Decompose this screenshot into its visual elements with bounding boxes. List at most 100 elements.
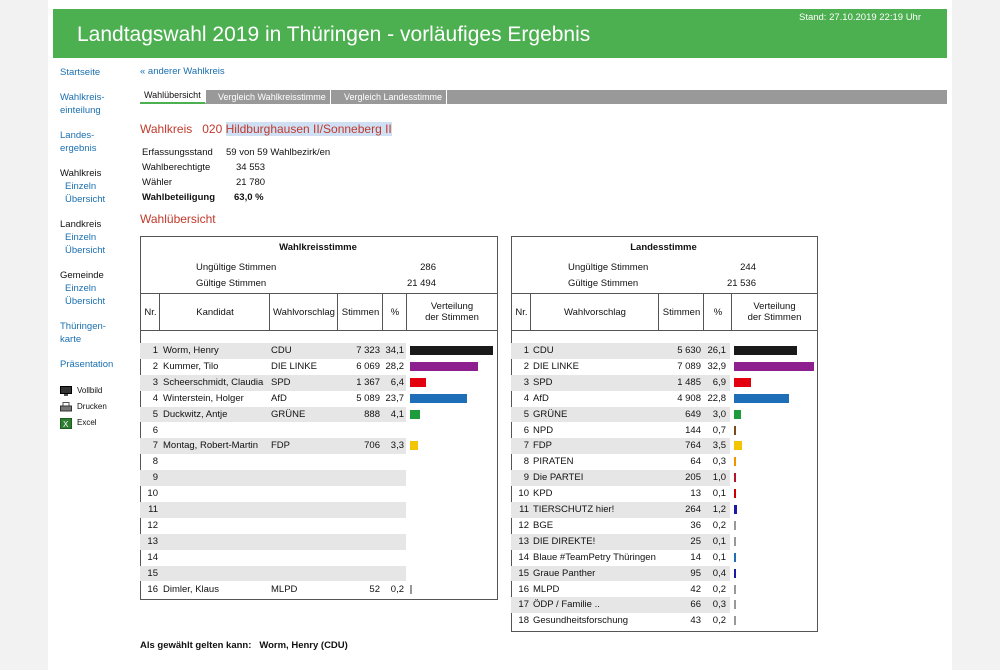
tab-vergleich-landesstimme[interactable]: Vergleich Landesstimme [340, 90, 448, 104]
right-bar-7 [734, 441, 743, 451]
right-cell-pct: 1,0 [712, 472, 726, 484]
left-header-wahlvorschlag: Wahlvorschlag [269, 293, 339, 331]
header-bar: Landtagswahl 2019 in Thüringen - vorläuf… [53, 9, 947, 58]
tab-wahluebersicht[interactable]: Wahlübersicht [140, 88, 206, 104]
stand-timestamp: Stand: 27.10.2019 22:19 Uhr [798, 12, 921, 23]
left-table-row: 4 Winterstein, Holger AfD 5 089 23,7 [140, 391, 406, 407]
left-cell-pct: 28,2 [385, 360, 405, 372]
left-table-row: 8 [140, 454, 406, 470]
nav-landesergebnis[interactable]: Landes- ergebnis [60, 129, 140, 155]
nav-praesentation[interactable]: Präsentation [60, 359, 114, 370]
right-bar-10 [734, 489, 736, 499]
right-cell-stimmen: 25 [690, 535, 701, 547]
left-cell-nr: 4 [152, 392, 158, 404]
right-cell-nr: 17 [518, 599, 529, 611]
left-cell-nr: 14 [147, 551, 158, 563]
right-cell-nr: 18 [518, 615, 529, 627]
nav-landkreis-uebersicht[interactable]: Übersicht [65, 245, 106, 256]
nav-gemeinde-uebersicht[interactable]: Übersicht [65, 296, 106, 307]
right-cell-nr: 12 [518, 519, 529, 531]
right-header-verteilung-line2: der Stimmen [747, 312, 802, 323]
right-cell-stimmen: 649 [685, 408, 701, 420]
drucken-link[interactable]: Drucken [60, 399, 140, 415]
left-cell-wv: AfD [271, 392, 287, 404]
left-cell-kandidat: Scheerschmidt, Claudia [163, 376, 264, 388]
nav-wahlkreiseinteilung-line1: Wahlkreis- [60, 92, 105, 103]
left-cell-nr: 5 [152, 408, 158, 420]
left-header-verteilung: Verteilung der Stimmen [406, 293, 498, 331]
nav-wahlkreis[interactable]: Wahlkreis [60, 168, 102, 179]
right-cell-wv: MLPD [533, 583, 560, 595]
left-cell-nr: 8 [152, 456, 158, 468]
right-cell-wv: DIE DIREKTE! [533, 535, 596, 547]
right-cell-nr: 6 [523, 424, 529, 436]
back-link[interactable]: « anderer Wahlkreis [140, 66, 225, 77]
left-table-row: 11 [140, 502, 406, 518]
right-cell-pct: 0,1 [712, 551, 726, 563]
nav-startseite[interactable]: Startseite [60, 67, 101, 78]
left-cell-wv: MLPD [271, 583, 298, 595]
left-table-row: 9 [140, 470, 406, 487]
right-cell-wv: Die PARTEI [533, 472, 584, 484]
left-header-verteilung-line2: der Stimmen [425, 312, 479, 323]
left-table-row: 15 [140, 565, 406, 582]
right-cell-stimmen: 205 [685, 472, 701, 484]
right-table-row: 11 TIERSCHUTZ hier! 264 1,2 [511, 502, 730, 518]
right-cell-stimmen: 4 908 [677, 392, 701, 404]
left-cell-nr: 11 [148, 504, 158, 515]
right-bar-13 [734, 536, 736, 546]
left-cell-pct: 23,7 [385, 392, 405, 404]
nav-wahlkreiseinteilung[interactable]: Wahlkreis- einteilung [60, 91, 140, 117]
right-cell-wv: GRÜNE [533, 408, 568, 420]
right-cell-pct: 0,2 [712, 519, 726, 531]
left-cell-nr: 7 [152, 440, 158, 452]
right-cell-pct: 0,4 [712, 567, 726, 579]
info-key: Erfassungsstand [142, 147, 213, 158]
excel-icon: X [60, 417, 72, 429]
nav-gemeinde-einzeln[interactable]: Einzeln [65, 283, 97, 294]
right-table-row: 17 ÖDP / Familie .. 66 0,3 [511, 597, 730, 614]
left-cell-wv: GRÜNE [271, 408, 306, 420]
left-cell-nr: 1 [152, 345, 158, 356]
left-table-row: 3 Scheerschmidt, Claudia SPD 1 367 6,4 [140, 374, 406, 391]
nav-landkreis-einzeln[interactable]: Einzeln [65, 232, 97, 243]
left-cell-nr: 3 [152, 376, 158, 388]
left-cell-nr: 2 [152, 360, 158, 372]
left-bar-7 [410, 441, 418, 451]
excel-link[interactable]: X Excel [60, 415, 140, 431]
right-cell-nr: 5 [523, 408, 529, 420]
left-cell-nr: 6 [152, 424, 158, 436]
page: Landtagswahl 2019 in Thüringen - vorläuf… [48, 0, 952, 670]
right-cell-wv: SPD [533, 376, 553, 388]
right-cell-nr: 14 [518, 551, 529, 563]
right-cell-stimmen: 64 [690, 456, 701, 468]
nav-wahlkreis-uebersicht[interactable]: Übersicht [65, 194, 106, 205]
tab-vergleich-wahlkreisstimme[interactable]: Vergleich Wahlkreisstimme [214, 90, 331, 104]
right-table-row: 5 GRÜNE 649 3,0 [511, 406, 730, 423]
right-table-row: 1 CDU 5 630 26,1 [511, 343, 730, 359]
nav-landesergebnis-line2: ergebnis [60, 143, 97, 154]
right-cell-stimmen: 5 630 [677, 345, 701, 356]
vollbild-link[interactable]: Vollbild [60, 383, 140, 399]
left-cell-wv: FDP [271, 440, 290, 452]
wahlkreis-heading: Wahlkreis 020 Hildburghausen II/Sonneber… [140, 122, 392, 136]
right-cell-pct: 0,1 [712, 488, 726, 500]
right-table-row: 18 Gesundheitsforschung 43 0,2 [511, 613, 730, 629]
right-gueltig-value: 21 536 [726, 278, 756, 289]
right-cell-wv: PIRATEN [533, 456, 574, 468]
left-cell-kandidat: Worm, Henry [163, 345, 219, 356]
nav-thueringenkarte[interactable]: Thüringen- karte [60, 320, 140, 346]
right-cell-wv: Blaue #TeamPetry Thüringen [533, 551, 656, 563]
right-cell-stimmen: 264 [685, 504, 701, 515]
right-cell-wv: ÖDP / Familie .. [533, 599, 600, 611]
info-value: 63,0 % [234, 192, 264, 203]
right-header-wahlvorschlag: Wahlvorschlag [530, 293, 660, 331]
right-cell-wv: BGE [533, 519, 554, 531]
nav-wahlkreis-einzeln[interactable]: Einzeln [65, 181, 97, 192]
left-cell-pct: 6,4 [390, 376, 404, 388]
info-key: Wahlbeteiligung [142, 192, 216, 203]
right-bar-8 [734, 457, 736, 467]
elected-label: Als gewählt gelten kann: [140, 640, 252, 651]
right-table-row: 3 SPD 1 485 6,9 [511, 374, 730, 391]
left-cell-nr: 13 [147, 535, 158, 547]
